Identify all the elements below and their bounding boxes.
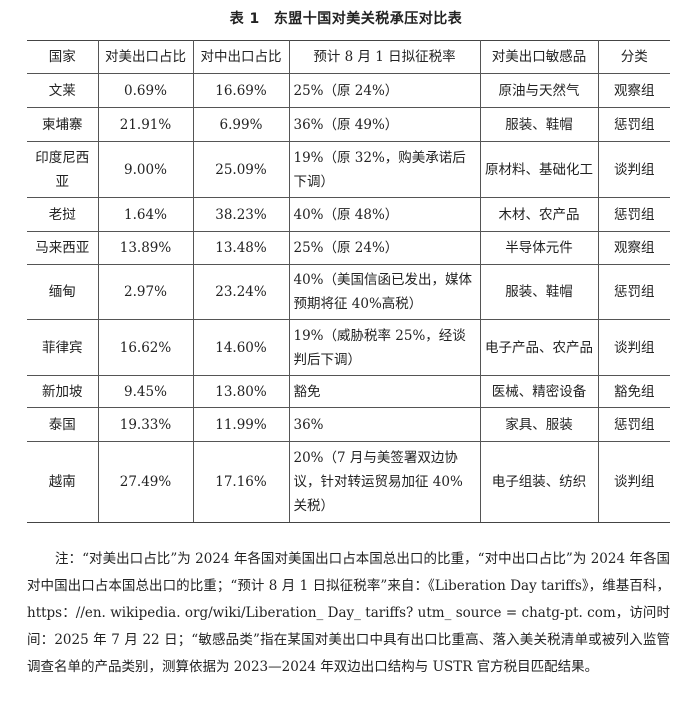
- table-row: 柬埔寨 21.91% 6.99% 36%（原 49%） 服装、鞋帽 惩罚组: [27, 107, 670, 142]
- cell-country: 印度尼西亚: [27, 141, 99, 198]
- header-goods: 对美出口敏感品: [479, 40, 599, 74]
- cell-cn-share: 38.23%: [192, 197, 290, 232]
- cell-rate: 40%（美国信函已发出，媒体预期将征 40%高税）: [288, 264, 481, 320]
- cell-goods: 服装、鞋帽: [479, 107, 599, 142]
- cell-cn-share: 16.69%: [192, 73, 290, 108]
- cell-group: 谈判组: [597, 319, 670, 376]
- cell-country: 老挝: [27, 197, 99, 232]
- cell-country: 菲律宾: [27, 319, 99, 376]
- cell-cn-share: 14.60%: [192, 319, 290, 376]
- cell-country: 泰国: [27, 407, 99, 442]
- cell-country: 缅甸: [27, 264, 99, 320]
- cell-cn-share: 11.99%: [192, 407, 290, 442]
- table-row: 文莱 0.69% 16.69% 25%（原 24%） 原油与天然气 观察组: [27, 73, 670, 108]
- cell-cn-share: 6.99%: [192, 107, 290, 142]
- cell-goods: 半导体元件: [479, 231, 599, 265]
- table-row: 菲律宾 16.62% 14.60% 19%（威胁税率 25%，经谈判后下调） 电子产品、…: [27, 319, 670, 376]
- cell-group: 惩罚组: [597, 407, 670, 442]
- cell-group: 惩罚组: [597, 264, 670, 320]
- cell-rate: 36%（原 49%）: [288, 107, 481, 142]
- header-rate: 预计 8 月 1 日拟征税率: [288, 40, 481, 74]
- cell-country: 越南: [27, 441, 99, 523]
- table-row: 泰国 19.33% 11.99% 36% 家具、服装 惩罚组: [27, 407, 670, 442]
- cell-goods: 医械、精密设备: [479, 375, 599, 408]
- cell-rate: 19%（威胁税率 25%，经谈判后下调）: [288, 319, 481, 376]
- table-header-row: 国家 对美出口占比 对中出口占比 预计 8 月 1 日拟征税率 对美出口敏感品 …: [27, 40, 670, 74]
- cell-country: 新加坡: [27, 375, 99, 408]
- cell-goods: 服装、鞋帽: [479, 264, 599, 320]
- cell-rate: 19%（原 32%，购美承诺后下调）: [288, 141, 481, 198]
- cell-rate: 25%（原 24%）: [288, 73, 481, 108]
- cell-us-share: 19.33%: [97, 407, 194, 442]
- table-row: 越南 27.49% 17.16% 20%（7 月与美签署双边协议，针对转运贸易加征 4…: [27, 441, 670, 523]
- cell-rate: 20%（7 月与美签署双边协议，针对转运贸易加征 40%关税）: [288, 441, 481, 523]
- cell-us-share: 16.62%: [97, 319, 194, 376]
- cell-us-share: 9.45%: [97, 375, 194, 408]
- table-title: 东盟十国对美关税承压对比表: [273, 11, 463, 27]
- cell-goods: 木材、农产品: [479, 197, 599, 232]
- cell-group: 惩罚组: [597, 197, 670, 232]
- cell-group: 观察组: [597, 73, 670, 108]
- cell-goods: 原油与天然气: [479, 73, 599, 108]
- cell-rate: 36%: [288, 407, 481, 442]
- cell-us-share: 9.00%: [97, 141, 194, 198]
- cell-rate: 豁免: [288, 375, 481, 408]
- tariff-comparison-table: 国家 对美出口占比 对中出口占比 预计 8 月 1 日拟征税率 对美出口敏感品 …: [27, 40, 670, 523]
- cell-country: 文莱: [27, 73, 99, 108]
- table-caption: 表 1 东盟十国对美关税承压对比表: [0, 8, 692, 28]
- cell-cn-share: 13.80%: [192, 375, 290, 408]
- cell-us-share: 21.91%: [97, 107, 194, 142]
- cell-country: 马来西亚: [27, 231, 99, 265]
- cell-rate: 40%（原 48%）: [288, 197, 481, 232]
- cell-us-share: 0.69%: [97, 73, 194, 108]
- cell-cn-share: 23.24%: [192, 264, 290, 320]
- cell-rate: 25%（原 24%）: [288, 231, 481, 265]
- cell-group: 谈判组: [597, 141, 670, 198]
- cell-group: 豁免组: [597, 375, 670, 408]
- cell-goods: 电子组装、纺织: [479, 441, 599, 523]
- header-us-share: 对美出口占比: [97, 40, 194, 74]
- cell-group: 谈判组: [597, 441, 670, 523]
- cell-cn-share: 17.16%: [192, 441, 290, 523]
- header-country: 国家: [27, 40, 99, 74]
- table-row: 缅甸 2.97% 23.24% 40%（美国信函已发出，媒体预期将征 40%高税） 服装…: [27, 264, 670, 320]
- table-note: 注：“对美出口占比”为 2024 年各国对美国出口占本国总出口的比重，“对中出口…: [27, 550, 670, 675]
- cell-cn-share: 25.09%: [192, 141, 290, 198]
- cell-country: 柬埔寨: [27, 107, 99, 142]
- table-row: 印度尼西亚 9.00% 25.09% 19%（原 32%，购美承诺后下调） 原材料、基础…: [27, 141, 670, 198]
- cell-us-share: 27.49%: [97, 441, 194, 523]
- table-row: 马来西亚 13.89% 13.48% 25%（原 24%） 半导体元件 观察组: [27, 231, 670, 265]
- cell-group: 惩罚组: [597, 107, 670, 142]
- header-cn-share: 对中出口占比: [192, 40, 290, 74]
- cell-us-share: 1.64%: [97, 197, 194, 232]
- cell-us-share: 2.97%: [97, 264, 194, 320]
- table-row: 新加坡 9.45% 13.80% 豁免 医械、精密设备 豁免组: [27, 375, 670, 408]
- cell-cn-share: 13.48%: [192, 231, 290, 265]
- cell-goods: 家具、服装: [479, 407, 599, 442]
- table-number: 表 1: [229, 11, 260, 27]
- cell-us-share: 13.89%: [97, 231, 194, 265]
- cell-goods: 电子产品、农产品: [479, 319, 599, 376]
- header-group: 分类: [597, 40, 670, 74]
- table-row: 老挝 1.64% 38.23% 40%（原 48%） 木材、农产品 惩罚组: [27, 197, 670, 232]
- cell-goods: 原材料、基础化工: [479, 141, 599, 198]
- cell-group: 观察组: [597, 231, 670, 265]
